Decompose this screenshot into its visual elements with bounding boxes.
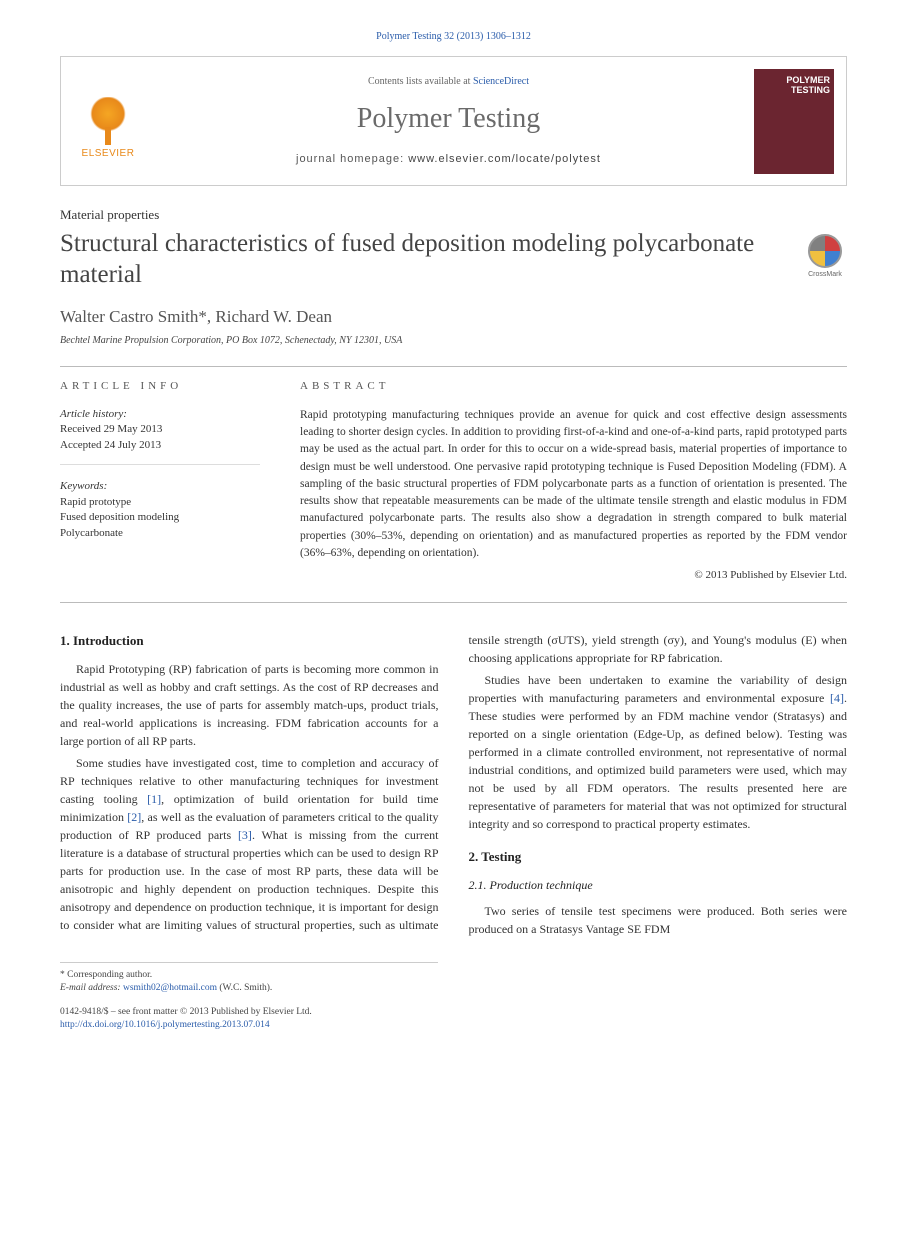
elsevier-tree-icon [84, 97, 132, 145]
body-columns: 1. Introduction Rapid Prototyping (RP) f… [60, 631, 847, 939]
publisher-logo[interactable]: ELSEVIER [73, 81, 143, 161]
email-suffix: (W.C. Smith). [217, 983, 272, 993]
contents-line: Contents lists available at ScienceDirec… [153, 75, 744, 89]
article-title: Structural characteristics of fused depo… [60, 228, 783, 291]
journal-header: ELSEVIER Contents lists available at Sci… [60, 56, 847, 186]
crossmark-icon [808, 234, 842, 268]
text-span: . These studies were performed by an FDM… [469, 691, 848, 831]
article-info: ARTICLE INFO Article history: Received 2… [60, 379, 260, 583]
abstract-copyright: © 2013 Published by Elsevier Ltd. [300, 568, 847, 583]
ref-link-2[interactable]: [2] [127, 810, 141, 824]
doi-link[interactable]: http://dx.doi.org/10.1016/j.polymertesti… [60, 1020, 270, 1030]
abstract-text: Rapid prototyping manufacturing techniqu… [300, 407, 847, 562]
keyword-2: Fused deposition modeling [60, 510, 260, 526]
authors: Walter Castro Smith*, Richard W. Dean [60, 305, 847, 329]
text-span: Studies have been undertaken to examine … [469, 673, 848, 705]
accepted-date: Accepted 24 July 2013 [60, 438, 260, 454]
title-row: Structural characteristics of fused depo… [60, 228, 847, 291]
issn-line: 0142-9418/$ – see front matter © 2013 Pu… [60, 1006, 312, 1019]
meta-row: ARTICLE INFO Article history: Received 2… [60, 367, 847, 602]
footer-left: 0142-9418/$ – see front matter © 2013 Pu… [60, 1006, 312, 1033]
body-paragraph: Studies have been undertaken to examine … [469, 671, 848, 833]
keywords-label: Keywords: [60, 479, 260, 494]
keyword-3: Polycarbonate [60, 526, 260, 542]
keywords-block: Keywords: Rapid prototype Fused depositi… [60, 479, 260, 542]
header-center: Contents lists available at ScienceDirec… [143, 75, 754, 168]
email-label: E-mail address: [60, 983, 123, 993]
section-2-heading: 2. Testing [469, 847, 848, 867]
section-2-1-heading: 2.1. Production technique [469, 876, 848, 894]
abstract-block: ABSTRACT Rapid prototyping manufacturing… [300, 379, 847, 583]
footer: 0142-9418/$ – see front matter © 2013 Pu… [60, 1006, 847, 1033]
body-paragraph: Two series of tensile test specimens wer… [469, 902, 848, 938]
keyword-1: Rapid prototype [60, 495, 260, 511]
section-2: 2. Testing 2.1. Production technique Two… [469, 847, 848, 939]
email-link[interactable]: wsmith02@hotmail.com [123, 983, 217, 993]
sciencedirect-link[interactable]: ScienceDirect [473, 76, 529, 87]
history-label: Article history: [60, 407, 260, 422]
abstract-heading: ABSTRACT [300, 379, 847, 394]
homepage-line: journal homepage: www.elsevier.com/locat… [153, 152, 744, 167]
journal-cover[interactable]: POLYMER TESTING [754, 69, 834, 174]
article-section-label: Material properties [60, 206, 847, 224]
ref-link-4[interactable]: [4] [830, 691, 844, 705]
homepage-label: journal homepage: [296, 153, 408, 165]
crossmark-badge[interactable]: CrossMark [803, 234, 847, 280]
received-date: Received 29 May 2013 [60, 422, 260, 438]
corresponding-author: * Corresponding author. [60, 969, 438, 982]
affiliation: Bechtel Marine Propulsion Corporation, P… [60, 334, 847, 348]
history-block: Article history: Received 29 May 2013 Ac… [60, 407, 260, 465]
footnote-block: * Corresponding author. E-mail address: … [60, 962, 438, 996]
crossmark-label: CrossMark [803, 270, 847, 280]
publisher-name: ELSEVIER [82, 147, 135, 161]
info-heading: ARTICLE INFO [60, 379, 260, 394]
homepage-link[interactable]: www.elsevier.com/locate/polytest [408, 153, 601, 165]
ref-link-1[interactable]: [1] [147, 792, 161, 806]
journal-name: Polymer Testing [153, 99, 744, 138]
page-reference: Polymer Testing 32 (2013) 1306–1312 [60, 30, 847, 44]
email-line: E-mail address: wsmith02@hotmail.com (W.… [60, 982, 438, 995]
section-1-heading: 1. Introduction [60, 631, 439, 651]
contents-prefix: Contents lists available at [368, 76, 473, 87]
ref-link-3[interactable]: [3] [238, 828, 252, 842]
body-paragraph: Rapid Prototyping (RP) fabrication of pa… [60, 660, 439, 750]
